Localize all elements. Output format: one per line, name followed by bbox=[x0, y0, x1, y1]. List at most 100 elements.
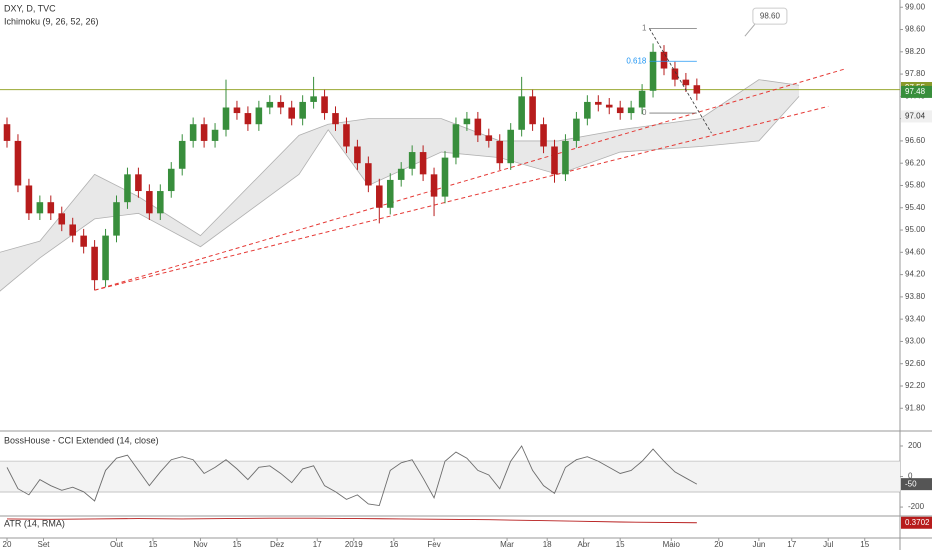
candle-body bbox=[233, 107, 241, 114]
candle-body bbox=[616, 107, 624, 114]
candle-body bbox=[507, 129, 514, 164]
candle-body bbox=[222, 107, 230, 130]
y-tick-label: 99.00 bbox=[905, 2, 926, 11]
x-tick-label: Jul bbox=[823, 540, 833, 549]
fib-label: 1 bbox=[642, 24, 647, 33]
annotation-label: 98.60 bbox=[760, 11, 781, 20]
y-tick-label: 200 bbox=[908, 441, 922, 450]
candle-body bbox=[332, 113, 339, 125]
x-tick-label: 15 bbox=[616, 540, 625, 549]
candle-body bbox=[14, 140, 22, 186]
candle-body bbox=[343, 124, 350, 147]
x-tick-label: 15 bbox=[149, 540, 158, 549]
candle-body bbox=[605, 104, 613, 108]
candle-body bbox=[3, 124, 11, 141]
candle-body bbox=[244, 113, 252, 125]
annotation-pointer bbox=[744, 23, 756, 37]
cloud-upper bbox=[0, 79, 800, 253]
band-fill bbox=[0, 461, 900, 492]
candle-body bbox=[310, 96, 317, 102]
candle-body bbox=[562, 140, 569, 175]
y-tick-label: 96.20 bbox=[905, 158, 926, 167]
y-tick-label: 91.80 bbox=[905, 403, 926, 412]
symbol-title: DXY, D, TVC bbox=[4, 3, 56, 13]
candle-body bbox=[321, 96, 328, 114]
candle-body bbox=[146, 191, 153, 214]
candle-body bbox=[573, 118, 580, 141]
indicator-line bbox=[6, 445, 698, 507]
price-tag-label: 97.48 bbox=[905, 87, 926, 96]
candle-body bbox=[430, 174, 438, 197]
candle-body bbox=[255, 107, 263, 125]
candle-body bbox=[178, 140, 186, 169]
y-tick-label: 94.20 bbox=[905, 270, 926, 279]
y-tick-label: 92.60 bbox=[905, 359, 926, 368]
candle-body bbox=[627, 107, 635, 114]
y-tick-label: 95.40 bbox=[905, 203, 926, 212]
candle-body bbox=[80, 235, 87, 247]
candle-body bbox=[157, 191, 164, 214]
candle-body bbox=[91, 246, 98, 281]
x-tick-label: Fev bbox=[427, 540, 440, 549]
y-tick-label: 95.80 bbox=[905, 181, 926, 190]
candle-body bbox=[36, 202, 44, 214]
x-tick-label: 15 bbox=[233, 540, 242, 549]
candle-body bbox=[693, 85, 701, 94]
candle-body bbox=[595, 101, 602, 105]
candle-body bbox=[69, 224, 76, 236]
y-tick-label: 95.00 bbox=[905, 225, 926, 234]
candle-body bbox=[189, 124, 197, 141]
x-tick-label: Maio bbox=[663, 540, 681, 549]
candle-body bbox=[682, 79, 690, 86]
trend-line bbox=[94, 68, 847, 291]
price-tag-label: 0.3702 bbox=[905, 518, 930, 527]
x-tick-label: 18 bbox=[543, 540, 552, 549]
y-tick-label: 93.40 bbox=[905, 314, 926, 323]
candle-body bbox=[474, 118, 482, 136]
candle-body bbox=[671, 68, 679, 80]
candle-body bbox=[58, 213, 66, 225]
candle-body bbox=[408, 152, 416, 169]
candle-body bbox=[397, 168, 405, 180]
candle-body bbox=[167, 168, 175, 192]
price-tag bbox=[901, 516, 932, 529]
candle-body bbox=[299, 101, 306, 119]
x-tick-label: 15 bbox=[860, 540, 869, 549]
x-tick-label: Out bbox=[110, 540, 124, 549]
candle-body bbox=[419, 152, 427, 175]
candle-body bbox=[518, 96, 525, 130]
candle-body bbox=[376, 185, 383, 208]
y-tick-label: 93.00 bbox=[905, 337, 926, 346]
candle-body bbox=[638, 90, 646, 108]
atr-title: ATR (14, RMA) bbox=[4, 518, 65, 528]
candle-body bbox=[551, 146, 558, 175]
candle-body bbox=[441, 157, 449, 197]
candle-body bbox=[211, 129, 219, 141]
x-tick-label: 2019 bbox=[345, 540, 363, 549]
y-tick-label: 94.60 bbox=[905, 247, 926, 256]
y-tick-label: 98.20 bbox=[905, 47, 926, 56]
fib-label: 0.618 bbox=[626, 56, 647, 65]
candle-body bbox=[47, 202, 55, 214]
y-tick-label: 0 bbox=[908, 472, 913, 481]
price-tag bbox=[901, 85, 932, 98]
candle-body bbox=[496, 140, 504, 164]
x-tick-label: Nov bbox=[193, 540, 207, 549]
annotation-box bbox=[752, 7, 788, 25]
x-tick-label: Jun bbox=[752, 540, 765, 549]
indicator-title: Ichimoku (9, 26, 52, 26) bbox=[4, 16, 99, 26]
x-tick-label: Abr bbox=[577, 540, 590, 549]
candle-body bbox=[365, 163, 372, 186]
indicator-line bbox=[7, 517, 697, 524]
candle-body bbox=[124, 174, 131, 203]
price-tag bbox=[901, 478, 932, 491]
trend-line bbox=[94, 105, 829, 291]
fib-diagonal bbox=[649, 28, 712, 134]
candle-body bbox=[529, 96, 536, 125]
x-tick-label: 16 bbox=[389, 540, 398, 549]
candle-body bbox=[463, 118, 471, 125]
candle-body bbox=[354, 146, 361, 164]
x-tick-label: Dez bbox=[270, 540, 284, 549]
x-tick-label: Mar bbox=[500, 540, 514, 549]
